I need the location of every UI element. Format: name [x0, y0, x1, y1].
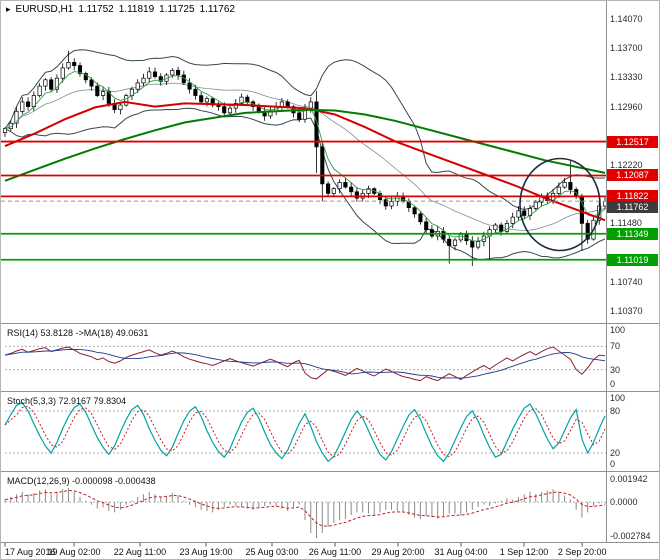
bollinger-lower-band: [4, 107, 606, 260]
stoch-k-line: [4, 401, 606, 463]
chart-header: ▸ EURUSD,H1 1.11752 1.11819 1.11725 1.11762: [6, 4, 240, 15]
rsi-ma-line: [4, 348, 606, 379]
rsi-line: [4, 346, 606, 382]
ohlc-close: 1.11762: [199, 4, 235, 15]
macd-indicator-label: MACD(12,26,9) -0.000098 -0.000438: [7, 476, 156, 486]
fast-ema-line: [4, 71, 606, 242]
ma-green-line: [4, 108, 606, 182]
ohlc-open: 1.11752: [78, 4, 114, 15]
annotation-ellipse[interactable]: [519, 157, 601, 252]
symbol-period-label: EURUSD,H1: [15, 4, 74, 15]
stoch-indicator-label: Stoch(5,3,3) 72.9167 79.8304: [7, 396, 127, 406]
chart-icon: ▸: [6, 4, 11, 14]
bollinger-upper-band: [4, 49, 606, 211]
ohlc-low: 1.11725: [159, 4, 195, 15]
stoch-d-line: [4, 405, 606, 458]
macd-histogram: [4, 487, 606, 539]
rsi-indicator-label: RSI(14) 53.8128 ->MA(18) 49.0631: [7, 328, 149, 338]
ohlc-high: 1.11819: [118, 4, 155, 15]
